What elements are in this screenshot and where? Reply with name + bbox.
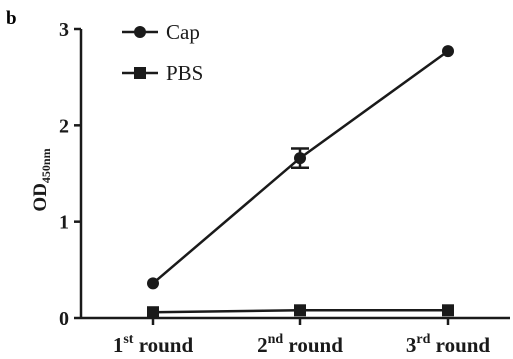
x-tick-label-1: 1st round bbox=[113, 332, 194, 357]
series-cap bbox=[147, 45, 454, 290]
panel-label: b bbox=[6, 8, 17, 29]
legend-cap-label: Cap bbox=[166, 20, 200, 44]
y-tick-label-1: 1 bbox=[59, 212, 69, 234]
data-point-pbs-2 bbox=[294, 304, 306, 317]
data-point-cap-1 bbox=[147, 277, 159, 290]
data-point-cap-2 bbox=[294, 152, 306, 165]
series-pbs bbox=[147, 304, 454, 319]
x-tick-label-3: 3rd round bbox=[406, 332, 491, 357]
data-point-pbs-1 bbox=[147, 306, 159, 319]
axes: 0 1 2 3 1st round 2nd round 3rd round bbox=[59, 19, 510, 357]
legend: Cap PBS bbox=[122, 20, 203, 85]
y-tick-label-0: 0 bbox=[59, 308, 69, 330]
legend-pbs-marker bbox=[134, 67, 146, 79]
y-axis-title-main: OD bbox=[30, 183, 51, 212]
y-axis-title-sub: 450nm bbox=[39, 148, 53, 183]
data-point-cap-3 bbox=[442, 45, 454, 58]
data-point-pbs-3 bbox=[442, 304, 454, 317]
y-tick-label-2: 2 bbox=[59, 115, 69, 137]
series-layer bbox=[147, 45, 454, 319]
legend-cap-marker bbox=[134, 26, 146, 38]
svg-text:OD450nm: OD450nm bbox=[30, 148, 53, 211]
legend-pbs-label: PBS bbox=[166, 61, 203, 85]
y-axis-title: OD450nm bbox=[30, 148, 53, 211]
x-tick-label-2: 2nd round bbox=[257, 332, 343, 357]
y-tick-label-3: 3 bbox=[59, 19, 69, 41]
